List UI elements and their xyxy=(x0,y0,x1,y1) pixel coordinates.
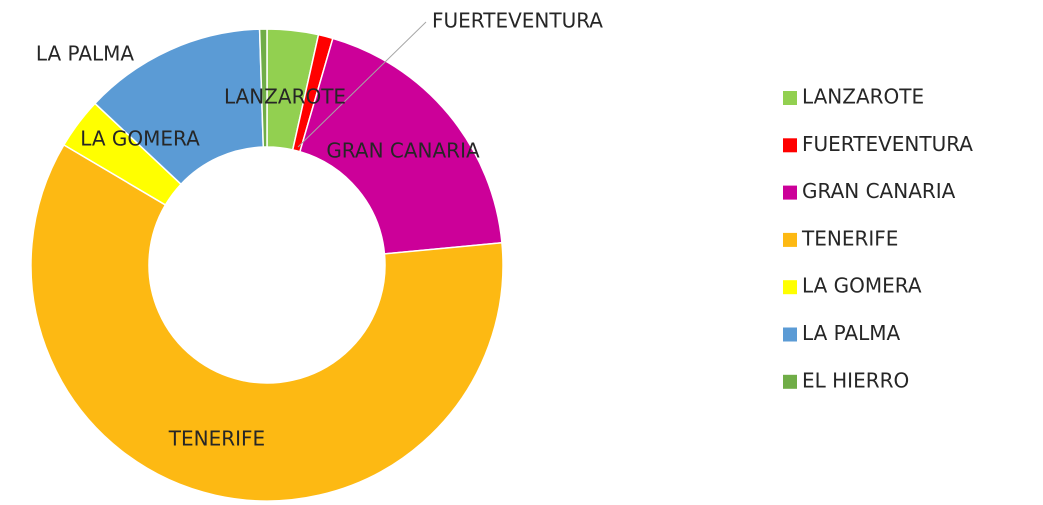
legend-swatch xyxy=(783,374,797,389)
legend-swatch xyxy=(783,91,797,105)
legend-label: LA PALMA xyxy=(802,321,901,345)
legend-swatch xyxy=(783,138,797,153)
legend-swatch xyxy=(783,327,797,342)
donut-slice xyxy=(258,28,268,148)
donut-slice xyxy=(298,37,503,255)
data-label: LANZAROTE xyxy=(224,85,346,109)
legend-label: TENERIFE xyxy=(801,226,898,250)
data-label: FUERTEVENTURA xyxy=(432,9,603,33)
data-label: TENERIFE xyxy=(168,427,265,451)
data-label: GRAN CANARIA xyxy=(326,139,480,163)
legend-label: LANZAROTE xyxy=(802,85,924,109)
legend-swatch xyxy=(783,232,797,247)
data-label: LA PALMA xyxy=(36,42,135,66)
legend-swatch xyxy=(783,280,797,295)
legend-label: LA GOMERA xyxy=(802,274,922,298)
leader-line xyxy=(297,21,427,148)
legend-label: FUERTEVENTURA xyxy=(802,132,973,156)
legend-label: GRAN CANARIA xyxy=(802,179,956,203)
legend-swatch xyxy=(783,185,797,200)
data-label: LA GOMERA xyxy=(80,127,200,151)
legend-label: EL HIERRO xyxy=(802,368,909,392)
donut-slice xyxy=(30,143,504,502)
